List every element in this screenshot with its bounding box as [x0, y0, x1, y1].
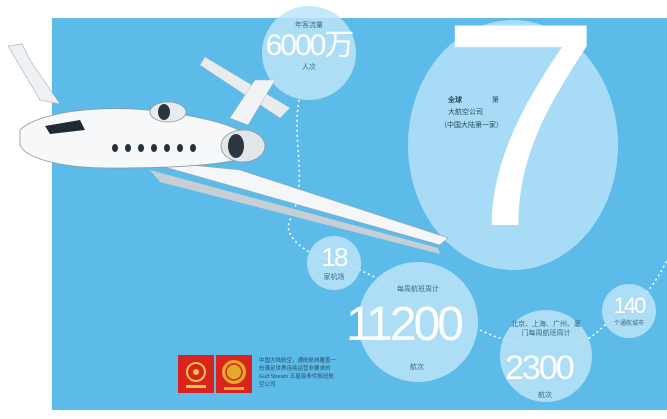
- rank-bubble: [408, 20, 618, 270]
- emblem-icon: [186, 362, 206, 388]
- rank-value: 7: [440, 0, 602, 287]
- cities-bubble: 140 个通航城市: [602, 284, 656, 338]
- red-logo: [178, 355, 214, 393]
- beijing-unit: 航次: [538, 392, 552, 399]
- seal-icon: [222, 360, 246, 390]
- routes-unit: 航次: [410, 364, 424, 371]
- rank-line3: 大航空公司: [448, 109, 483, 116]
- airports-unit: 家机场: [323, 274, 345, 281]
- rank-line4: （中国大陆第一家）: [440, 122, 503, 129]
- rank-word-di: 第: [491, 97, 499, 104]
- cities-unit: 个通航城市: [613, 321, 644, 327]
- cities-value: 140: [613, 293, 647, 318]
- routes-bubble: 每周航班周计: [358, 262, 478, 382]
- rank-word-global: 全球: [448, 97, 462, 104]
- passengers-value: 6000万: [265, 29, 355, 62]
- airports-value: 18: [321, 242, 349, 272]
- beijing-label: 北京、上海、广州、厦门每周航班周计: [511, 321, 581, 337]
- gold-logo: [216, 355, 252, 393]
- airports-bubble: 18 家机场: [307, 236, 361, 290]
- passengers-bubble: 年客流量 6000万 人次: [262, 6, 356, 100]
- beijing-bubble: 北京、上海、广州、厦门每周航班周计: [500, 310, 592, 402]
- beijing-value: 2300: [505, 349, 575, 387]
- passengers-label: 年客流量: [295, 22, 323, 29]
- routes-label: 每周航班周计: [397, 286, 439, 293]
- passengers-unit: 人次: [302, 64, 316, 71]
- footer-text: 中国大陆航空，通航航线覆盖一份满足世界连续运营非要求的 Gulf Stream …: [259, 358, 337, 388]
- rank-line1: 全球 第: [448, 95, 499, 105]
- routes-value: 11200: [346, 298, 464, 351]
